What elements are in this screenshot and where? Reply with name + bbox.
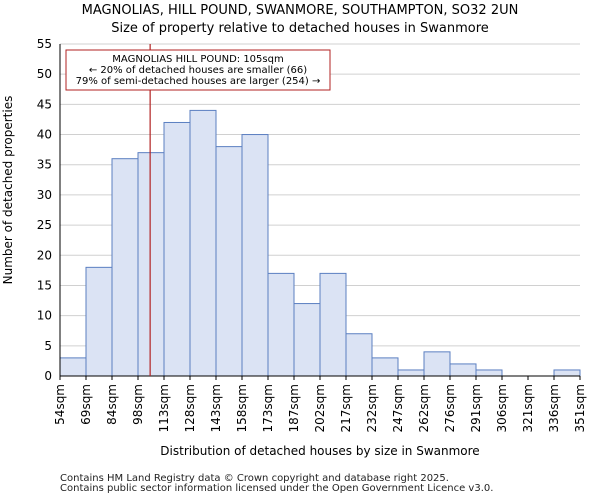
footer-licence: Contains public sector information licen…	[60, 483, 494, 494]
histogram-bar	[137, 152, 165, 377]
annotation-text-line: ← 20% of detached houses are smaller (66…	[89, 65, 307, 76]
x-tick-label: 232sqm	[365, 384, 379, 432]
x-tick-label: 336sqm	[547, 384, 561, 432]
x-tick-label: 187sqm	[287, 384, 301, 432]
x-tick-label: 158sqm	[235, 384, 249, 432]
histogram-bar	[293, 303, 321, 377]
x-tick-label: 54sqm	[53, 384, 67, 425]
y-tick-label: 50	[37, 67, 52, 81]
histogram-bar	[241, 134, 269, 377]
chart-title: MAGNOLIAS, HILL POUND, SWANMORE, SOUTHAM…	[81, 3, 519, 18]
histogram-bar	[553, 369, 581, 377]
x-tick-label: 69sqm	[79, 384, 93, 425]
histogram-bar	[163, 121, 191, 377]
histogram-bar	[449, 363, 477, 377]
x-tick-label: 202sqm	[313, 384, 327, 432]
x-tick-label: 276sqm	[443, 384, 457, 432]
y-tick-label: 0	[44, 369, 52, 383]
y-tick-label: 40	[37, 128, 52, 142]
x-tick-label: 84sqm	[105, 384, 119, 425]
histogram-bar	[189, 109, 217, 377]
y-tick-label: 45	[37, 97, 52, 111]
histogram-bar	[345, 333, 373, 377]
x-tick-label: 113sqm	[157, 384, 171, 432]
y-tick-label: 30	[37, 188, 52, 202]
histogram-bar	[59, 357, 87, 377]
histogram-bar	[267, 272, 295, 377]
x-tick-label: 143sqm	[209, 384, 223, 432]
x-tick-label: 98sqm	[131, 384, 145, 425]
annotation-text-line: MAGNOLIAS HILL POUND: 105sqm	[112, 54, 283, 65]
y-tick-label: 20	[37, 248, 52, 262]
histogram-bar	[397, 369, 425, 377]
y-tick-label: 35	[37, 158, 52, 172]
histogram-bar	[319, 272, 347, 377]
x-tick-label: 128sqm	[183, 384, 197, 432]
y-tick-label: 15	[37, 278, 52, 292]
x-tick-label: 217sqm	[339, 384, 353, 432]
y-tick-label: 5	[44, 339, 52, 353]
x-tick-label: 173sqm	[261, 384, 275, 432]
y-tick-label: 25	[37, 218, 52, 232]
footer-copyright: Contains HM Land Registry data © Crown c…	[60, 473, 449, 484]
y-tick-label: 10	[37, 309, 52, 323]
x-tick-label: 321sqm	[521, 384, 535, 432]
histogram-bar	[111, 158, 139, 377]
annotation-text-line: 79% of semi-detached houses are larger (…	[76, 76, 321, 87]
histogram-bar	[215, 146, 243, 377]
x-tick-label: 291sqm	[469, 384, 483, 432]
y-axis-label: Number of detached properties	[1, 95, 15, 285]
histogram-bar	[423, 351, 451, 377]
x-tick-label: 306sqm	[495, 384, 509, 432]
x-tick-label: 262sqm	[417, 384, 431, 432]
annotation-box	[65, 49, 331, 91]
x-tick-label: 247sqm	[391, 384, 405, 432]
x-axis-label: Distribution of detached houses by size …	[160, 444, 480, 458]
chart-subtitle: Size of property relative to detached ho…	[111, 21, 489, 36]
x-tick-label: 351sqm	[573, 384, 587, 432]
histogram-bar	[371, 357, 399, 377]
y-tick-label: 55	[37, 37, 52, 51]
histogram-bar	[85, 266, 113, 377]
histogram-bar	[475, 369, 503, 377]
